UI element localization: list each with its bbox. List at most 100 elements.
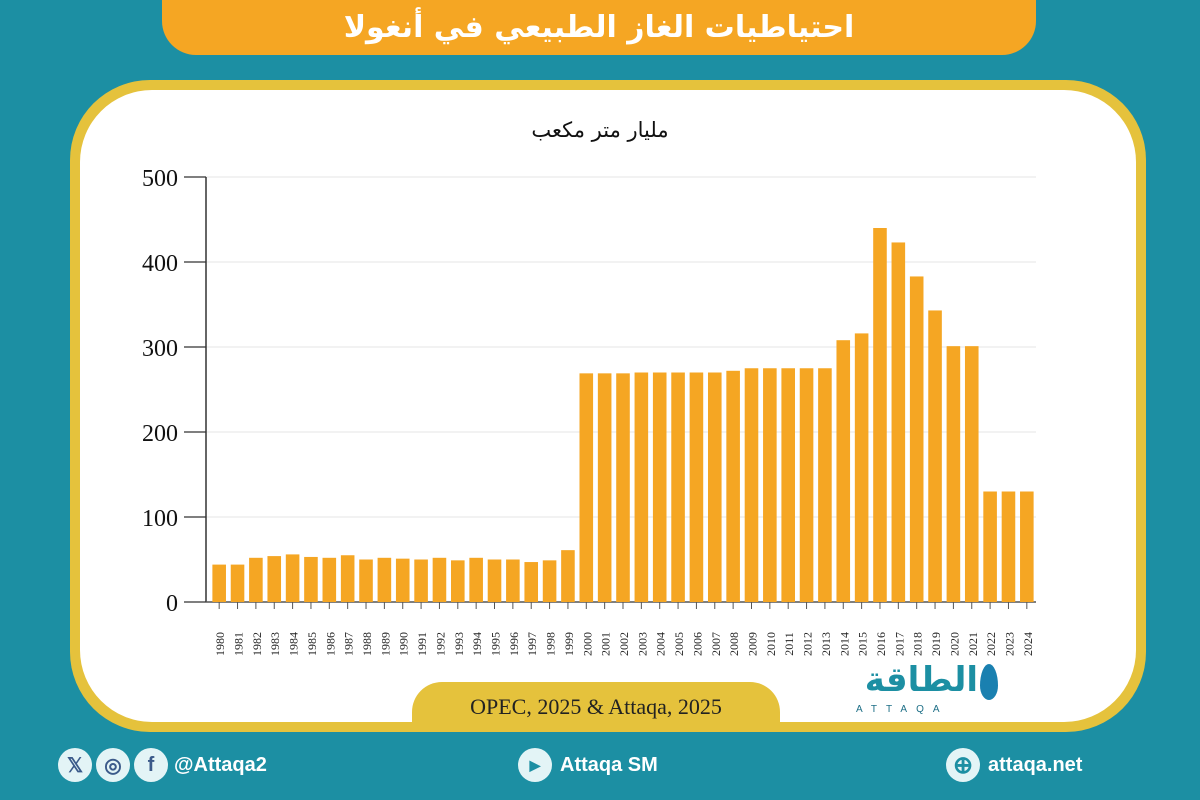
bar <box>285 554 300 602</box>
x-tick-label: 1995 <box>489 632 503 656</box>
bar <box>928 310 942 602</box>
x-tick-label: 1988 <box>360 632 374 656</box>
x-tick-label: 2014 <box>837 632 851 656</box>
bar <box>964 346 979 602</box>
x-tick-label: 1986 <box>323 632 337 656</box>
x-tick-label: 2013 <box>819 632 833 656</box>
x-tick-label: 1985 <box>305 632 319 656</box>
x-tick-label: 2002 <box>617 632 631 656</box>
bar <box>799 368 814 602</box>
bar <box>340 555 355 602</box>
x-tick-label: 2004 <box>654 632 668 656</box>
x-tick-label: 2011 <box>782 632 796 656</box>
x-tick-label: 1982 <box>250 632 264 656</box>
social-links: 𝕏 ◎ f @Attaqa2 <box>58 745 267 785</box>
x-tick-label: 2016 <box>874 632 888 656</box>
youtube-channel: Attaqa SM <box>560 753 658 776</box>
x-tick-label: 2010 <box>764 632 778 656</box>
x-tick-label: 2005 <box>672 632 686 656</box>
x-icon[interactable]: 𝕏 <box>58 748 92 782</box>
x-tick-label: 2017 <box>892 632 906 656</box>
bar <box>451 560 465 602</box>
bar <box>322 557 337 602</box>
bar <box>230 564 245 602</box>
bar <box>763 368 777 602</box>
x-tick-label: 1987 <box>342 632 356 656</box>
y-tick-label: 500 <box>142 166 178 192</box>
bar <box>707 372 722 602</box>
source-label: OPEC, 2025 & Attaqa, 2025 <box>412 682 780 732</box>
x-tick-label: 2019 <box>929 632 943 656</box>
social-handle[interactable]: @Attaqa2 <box>174 753 267 776</box>
x-tick-label: 2021 <box>966 632 980 656</box>
globe-icon: ⊕ <box>946 748 980 782</box>
x-tick-label: 2015 <box>856 632 870 656</box>
x-tick-label: 1990 <box>397 632 411 656</box>
title-banner: احتياطيات الغاز الطبيعي في أنغولا <box>162 0 1036 55</box>
bar <box>726 370 740 602</box>
bar <box>377 557 392 602</box>
bar <box>506 559 520 602</box>
x-tick-label: 2009 <box>745 632 759 656</box>
x-tick-label: 2000 <box>580 632 594 656</box>
x-tick-label: 1991 <box>415 632 429 656</box>
bar <box>818 368 832 602</box>
bar <box>946 346 961 602</box>
bar <box>267 556 282 602</box>
website-link[interactable]: ⊕ attaqa.net <box>946 745 1082 785</box>
bar <box>432 557 447 602</box>
bar <box>487 559 502 602</box>
bar <box>854 333 869 602</box>
logo-english-text: ATTAQA <box>856 704 949 715</box>
y-tick-label: 300 <box>142 336 178 362</box>
bar <box>469 557 483 602</box>
bar <box>212 564 226 602</box>
bar <box>1001 491 1016 602</box>
bar <box>395 558 410 602</box>
attaqa-logo: الطاقة ATTAQA <box>838 660 998 720</box>
x-tick-label: 2023 <box>1002 632 1016 656</box>
source-text: OPEC, 2025 & Attaqa, 2025 <box>470 694 722 719</box>
bar <box>634 372 649 602</box>
bar <box>781 368 795 602</box>
website-url: attaqa.net <box>988 753 1083 776</box>
bar <box>524 562 539 602</box>
x-tick-label: 2008 <box>727 632 741 656</box>
bar <box>1020 491 1034 602</box>
bar <box>873 228 887 602</box>
x-tick-label: 1984 <box>287 632 301 656</box>
bar <box>616 373 630 602</box>
logo-arabic-text: الطاقة <box>864 660 978 700</box>
instagram-icon[interactable]: ◎ <box>96 748 130 782</box>
bar <box>561 550 575 602</box>
x-tick-label: 1997 <box>525 632 539 656</box>
x-tick-label: 2012 <box>801 632 815 656</box>
x-tick-label: 1996 <box>507 632 521 656</box>
x-tick-label: 2007 <box>709 632 723 656</box>
x-tick-label: 1993 <box>452 632 466 656</box>
bar <box>414 559 428 602</box>
bar <box>671 372 685 602</box>
y-tick-label: 400 <box>142 251 178 277</box>
x-tick-label: 1989 <box>378 632 392 656</box>
facebook-icon[interactable]: f <box>134 748 168 782</box>
x-tick-label: 2020 <box>947 632 961 656</box>
x-tick-label: 2003 <box>635 632 649 656</box>
y-tick-label: 100 <box>142 506 178 532</box>
bar <box>597 373 612 602</box>
x-tick-label: 1983 <box>268 632 282 656</box>
bar <box>689 372 704 602</box>
x-tick-label: 1994 <box>470 632 484 656</box>
bar <box>304 556 318 602</box>
x-tick-label: 2024 <box>1021 632 1035 656</box>
x-tick-label: 2022 <box>984 632 998 656</box>
bar <box>983 491 997 602</box>
youtube-icon: ▶ <box>518 748 552 782</box>
bar <box>542 560 557 602</box>
bar <box>579 373 594 602</box>
page-title: احتياطيات الغاز الطبيعي في أنغولا <box>343 10 855 45</box>
youtube-link[interactable]: ▶ Attaqa SM <box>518 745 658 785</box>
x-tick-label: 1992 <box>433 632 447 656</box>
bar <box>652 372 667 602</box>
